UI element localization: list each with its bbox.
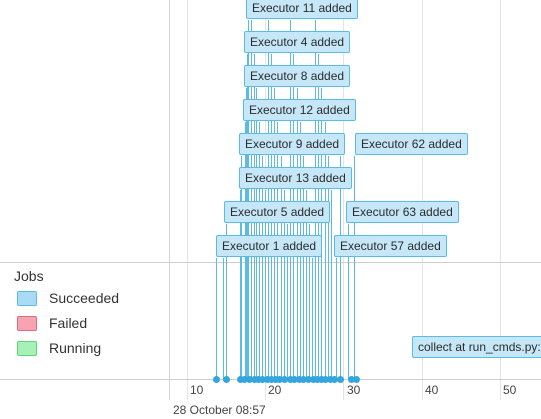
axis-tick-label: 20 — [268, 383, 282, 397]
axis-date-label: 28 October 08:57 — [173, 403, 266, 417]
axis-tick-label: 30 — [347, 383, 361, 397]
event-executor-8-added[interactable]: Executor 8 added — [244, 65, 351, 87]
legend-swatch-failed — [17, 316, 37, 331]
grid-line — [422, 0, 423, 400]
axis-tick-label: 10 — [190, 383, 204, 397]
event-executor-13-added[interactable]: Executor 13 added — [239, 167, 352, 189]
grid-line — [343, 0, 344, 400]
event-executor-63-added[interactable]: Executor 63 added — [346, 201, 459, 223]
grid-line — [500, 0, 501, 400]
event-executor-9-added[interactable]: Executor 9 added — [239, 133, 346, 155]
event-executor-1-added[interactable]: Executor 1 added — [216, 235, 323, 257]
legend-swatch-succeeded — [17, 291, 37, 306]
grid-line — [187, 0, 188, 400]
event-executor-5-added[interactable]: Executor 5 added — [224, 201, 331, 223]
legend-label-succeeded: Succeeded — [49, 290, 120, 306]
axis-tick-label: 50 — [503, 383, 517, 397]
axis-tick-label: 40 — [425, 383, 439, 397]
axis-separator — [169, 0, 170, 400]
legend-title: Jobs — [14, 268, 44, 284]
legend-swatch-running — [17, 341, 37, 356]
event-executor-57-added[interactable]: Executor 57 added — [334, 235, 447, 257]
legend-label-failed: Failed — [49, 315, 88, 331]
event-executor-12-added[interactable]: Executor 12 added — [243, 99, 356, 121]
job-collect-run-cmds[interactable]: collect at run_cmds.py: — [412, 336, 541, 358]
event-executor-11-added[interactable]: Executor 11 added — [246, 0, 358, 19]
event-executor-62-added[interactable]: Executor 62 added — [355, 133, 468, 155]
group-separator — [0, 262, 541, 263]
event-executor-4-added[interactable]: Executor 4 added — [244, 31, 351, 53]
legend-label-running: Running — [49, 340, 102, 356]
